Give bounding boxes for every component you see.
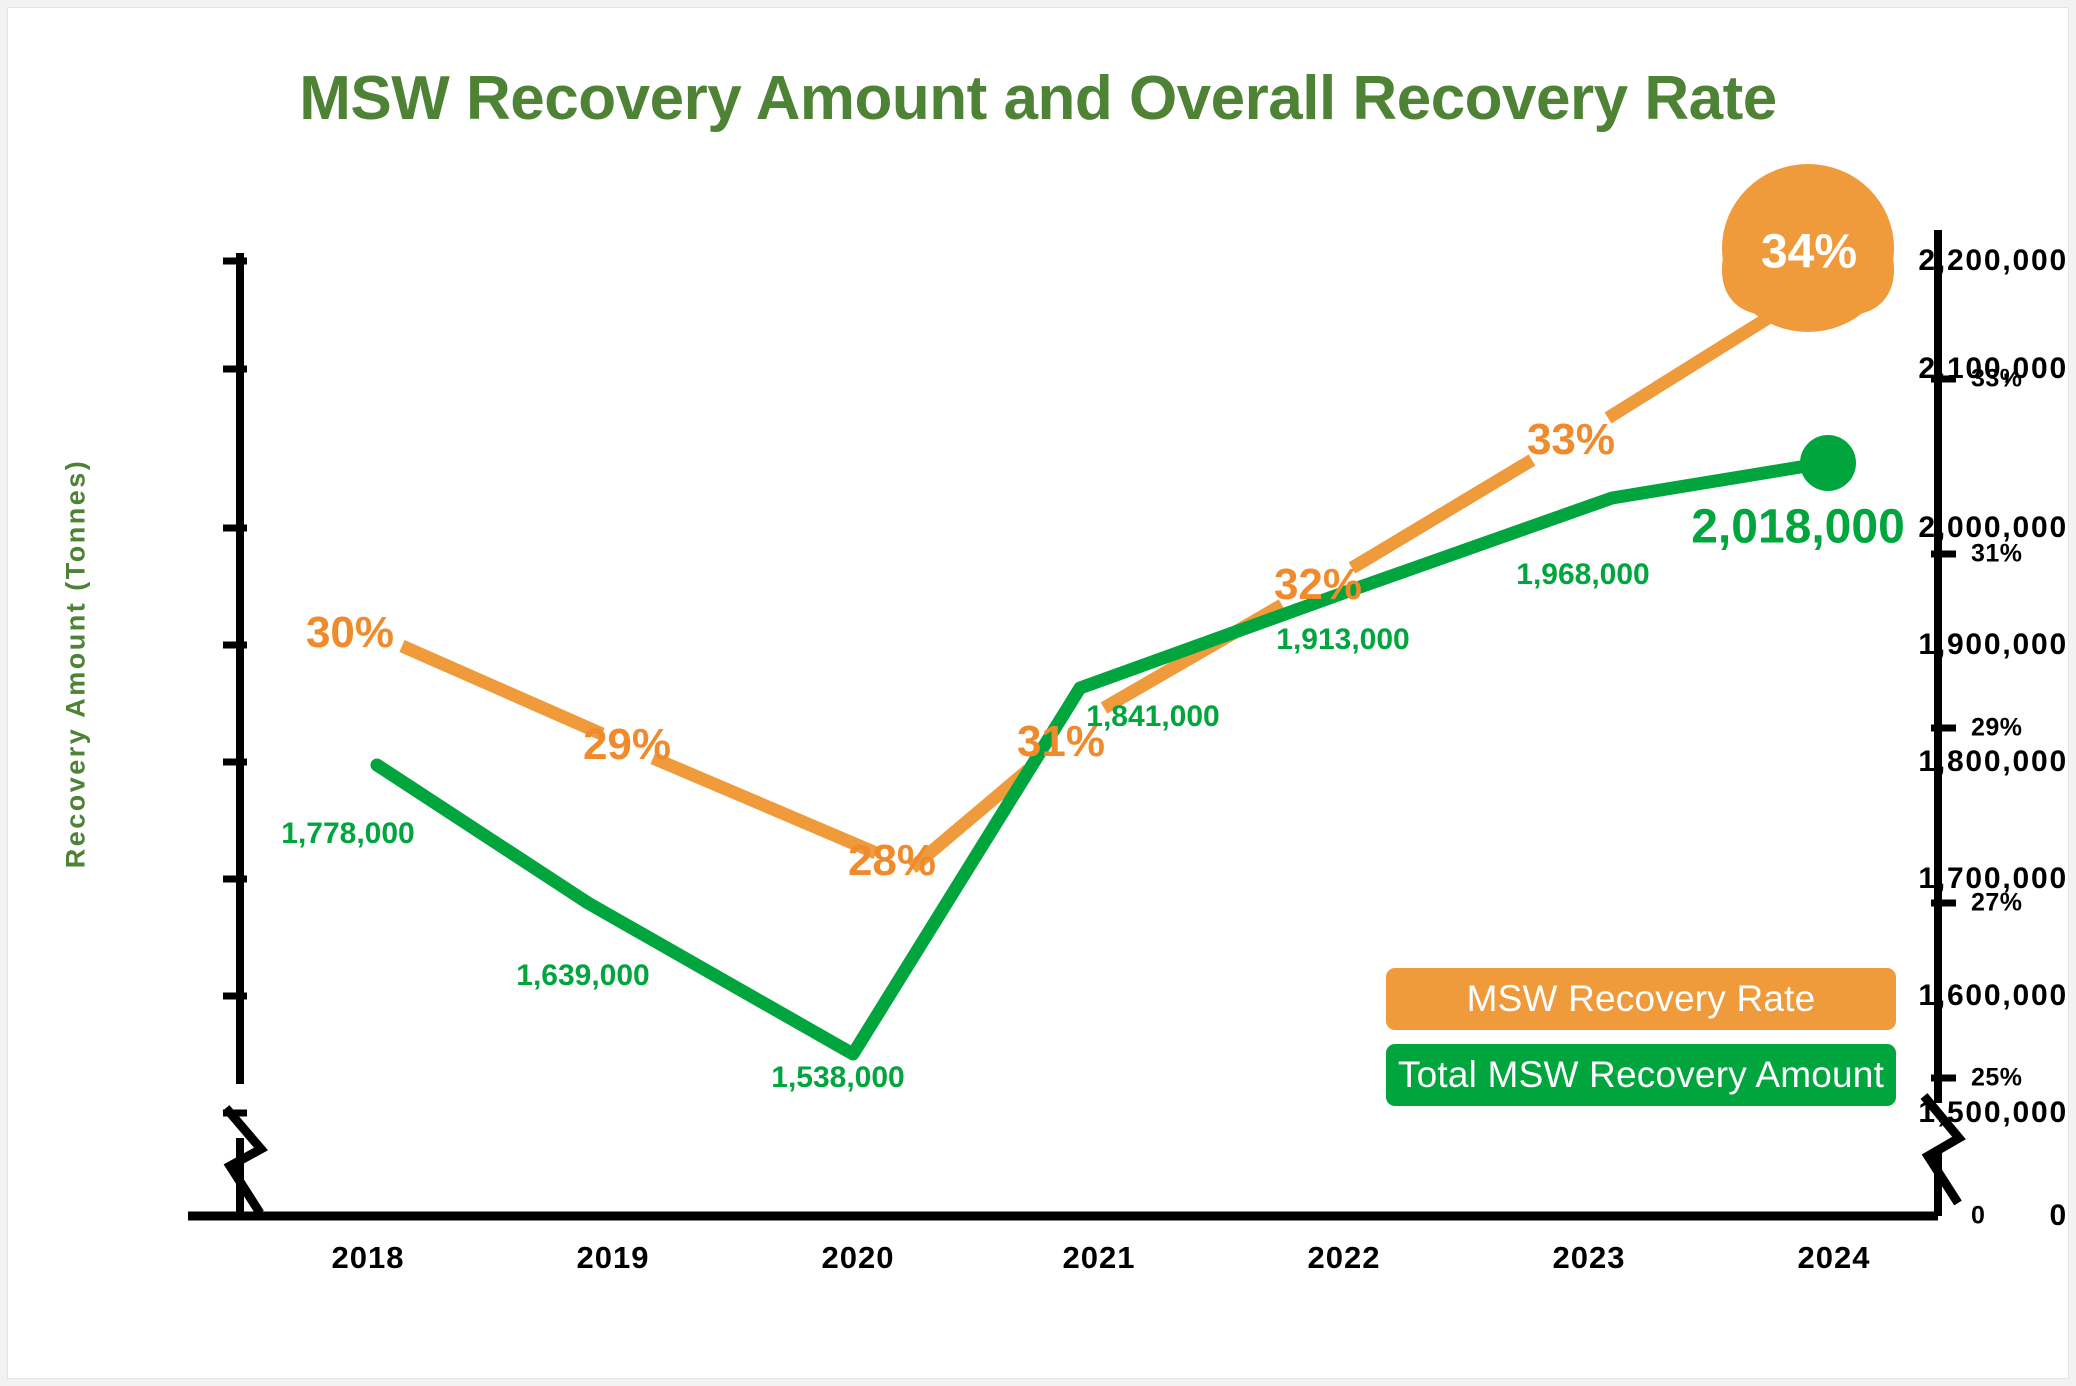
legend-item-total-msw-recovery-amount[interactable]: Total MSW Recovery Amount (1386, 1044, 1896, 1106)
amount-label-2018: 1,778,000 (281, 817, 415, 850)
x-tick-2021: 2021 (1062, 1240, 1136, 1275)
y2-tick-27: 27% (1971, 888, 2023, 917)
left-axis-break (222, 1105, 269, 1216)
amount-label-2021: 1,841,000 (1086, 700, 1220, 733)
amount-label-2024: 2,018,000 (1691, 500, 1905, 554)
chart-card: MSW Recovery Amount and Overall Recovery… (8, 8, 2068, 1378)
y-tick-1700000: 1,700,000 (1918, 862, 2068, 895)
x-tick-2024: 2024 (1797, 1240, 1871, 1275)
rate-label-2020: 28% (847, 836, 937, 885)
x-tick-2020: 2020 (821, 1240, 895, 1275)
y2-tick-29: 29% (1971, 713, 2023, 742)
y2-tick-zero: 0 (1971, 1201, 1986, 1230)
amount-label-2020: 1,538,000 (771, 1061, 905, 1094)
series-msw-recovery-rate (399, 312, 1772, 873)
y-tick-1500000: 1,500,000 (1918, 1096, 2068, 1129)
y-tick-zero: 0 (2049, 1199, 2068, 1232)
chart-title: MSW Recovery Amount and Overall Recovery… (299, 64, 1777, 133)
amount-label-2023: 1,968,000 (1516, 558, 1650, 591)
amount-label-2019: 1,639,000 (516, 959, 650, 992)
y2-tick-25: 25% (1971, 1063, 2023, 1092)
x-tick-2019: 2019 (576, 1240, 650, 1275)
rate-label-2022: 32% (1273, 560, 1363, 609)
rate-label-2019: 29% (582, 720, 672, 769)
y-tick-1900000: 1,900,000 (1918, 628, 2068, 661)
y-tick-2000000: 2,000,000 (1918, 511, 2068, 544)
x-tick-2018: 2018 (331, 1240, 405, 1275)
rate-label-2018: 30% (305, 608, 395, 657)
y-tick-1600000: 1,600,000 (1918, 979, 2068, 1012)
y2-tick-31: 31% (1971, 539, 2023, 568)
rate-label-2021: 31% (1016, 717, 1106, 766)
y-tick-1800000: 1,800,000 (1918, 745, 2068, 778)
rate-label-2024: 34% (1760, 225, 1858, 279)
x-tick-2022: 2022 (1307, 1240, 1381, 1275)
right-axis-ticks (1931, 375, 1956, 1082)
series-total-msw-recovery-amount (370, 456, 1832, 1061)
y-tick-2100000: 2,100,000 (1918, 352, 2068, 385)
legend-label-total-msw-recovery-amount: Total MSW Recovery Amount (1397, 1054, 1885, 1095)
amount-endpoint-dot (1800, 435, 1856, 491)
rate-endpoint-pin (1722, 164, 1894, 332)
right-axis-break (1920, 1093, 1966, 1206)
x-tick-2023: 2023 (1552, 1240, 1626, 1275)
rate-label-2023: 33% (1526, 415, 1616, 464)
legend-item-msw-recovery-rate[interactable]: MSW Recovery Rate (1386, 968, 1896, 1030)
y-tick-2200000: 2,200,000 (1918, 244, 2068, 277)
chart-canvas (188, 164, 1966, 1221)
legend-label-msw-recovery-rate: MSW Recovery Rate (1466, 978, 1816, 1019)
y2-tick-33: 33% (1971, 364, 2023, 393)
amount-label-2022: 1,913,000 (1276, 623, 1410, 656)
